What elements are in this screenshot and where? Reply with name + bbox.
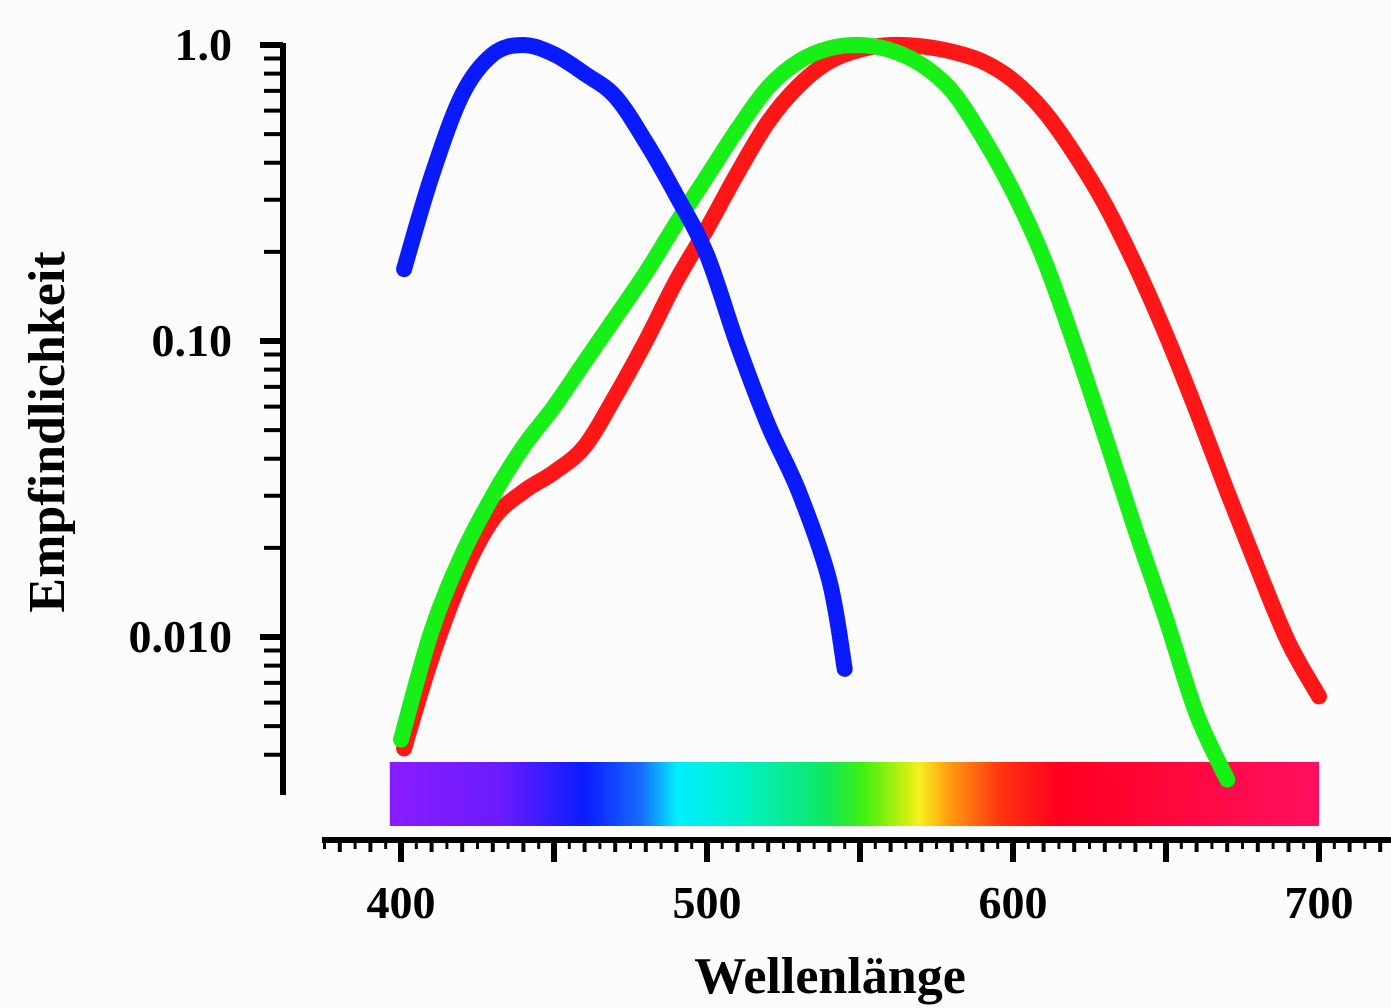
series-line-blue bbox=[396, 37, 853, 677]
y-tick-label: 0.10 bbox=[152, 315, 233, 366]
spectrum-bar bbox=[389, 762, 1319, 826]
y-axis-title: Empfindlichkeit bbox=[19, 251, 76, 613]
axes bbox=[260, 42, 1391, 862]
spectrum-gradient-bar bbox=[389, 762, 1319, 826]
x-tick-label: 400 bbox=[367, 877, 436, 928]
y-tick-label: 0.010 bbox=[129, 611, 233, 662]
series-lines bbox=[393, 36, 1327, 788]
y-tick-label: 1.0 bbox=[175, 19, 233, 70]
x-tick-label: 600 bbox=[979, 877, 1048, 928]
axis-labels: 0.010 0.10 1.0 400 500 600 700 Wellenlänge Empfi… bbox=[19, 19, 1354, 1005]
x-tick-label: 500 bbox=[673, 877, 742, 928]
x-axis-title: Wellenlänge bbox=[694, 948, 966, 1005]
x-tick-label: 700 bbox=[1285, 877, 1354, 928]
series-line-green bbox=[393, 36, 1236, 788]
